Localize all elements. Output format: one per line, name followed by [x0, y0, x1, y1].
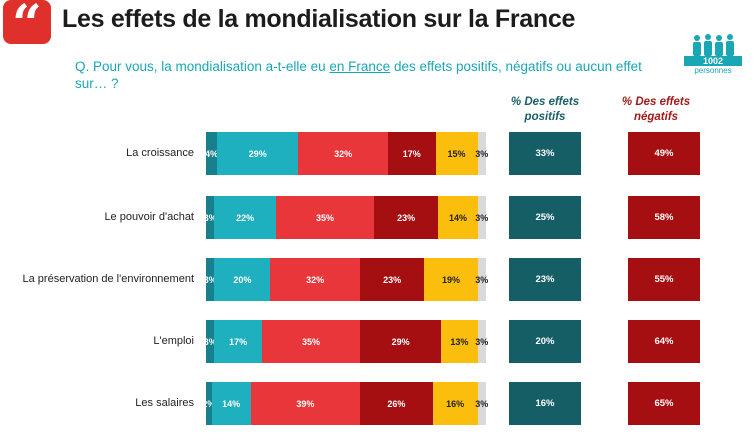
- bar-segment: 26%: [359, 382, 433, 425]
- bar-segment: 35%: [261, 320, 360, 363]
- negative-total: 58%: [628, 196, 700, 239]
- positive-total: 25%: [509, 196, 581, 239]
- negative-total: 65%: [628, 382, 700, 425]
- positive-total: 20%: [509, 320, 581, 363]
- category-label: La croissance: [126, 147, 194, 159]
- category-label: Les salaires: [135, 397, 194, 409]
- bar-segment: 39%: [250, 382, 360, 425]
- bar-segment: 17%: [214, 320, 262, 363]
- bar-segment: 17%: [387, 132, 436, 175]
- bar-segment: 3%: [475, 320, 488, 363]
- category-label: La préservation de l'environnement: [22, 273, 194, 285]
- bar-segment: 4%: [205, 132, 218, 175]
- positive-column-header: % Des effets positifs: [510, 96, 580, 123]
- negative-total: 64%: [628, 320, 700, 363]
- bar-segment: 3%: [204, 258, 217, 301]
- stacked-bar: 3% 22% 35% 23% 14% 3%: [204, 196, 488, 239]
- question-text-end: des effets positifs, négatifs ou aucun e…: [75, 59, 642, 91]
- stacked-bar: 3% 17% 35% 29% 13% 3%: [204, 320, 488, 363]
- bar-segment: 29%: [359, 320, 442, 363]
- bar-segment: 14%: [211, 382, 251, 425]
- bar-segment: 19%: [424, 258, 478, 301]
- category-label: Le pouvoir d'achat: [104, 211, 194, 223]
- sample-size-logo: 1002 personnes: [684, 34, 742, 75]
- positive-total: 33%: [509, 132, 581, 175]
- bar-segment: 20%: [214, 258, 271, 301]
- sample-size-count: 1002: [684, 56, 742, 66]
- survey-question: Q. Pour vous, la mondialisation a-t-elle…: [75, 58, 675, 92]
- category-label: L'emploi: [153, 335, 194, 347]
- stacked-bar: 2% 14% 39% 26% 16% 3%: [202, 382, 488, 425]
- people-icon: [693, 34, 734, 56]
- question-text-start: Q. Pour vous, la mondialisation a-t-elle…: [75, 59, 330, 74]
- bar-segment: 32%: [298, 132, 388, 175]
- bar-segment: 3%: [475, 196, 488, 239]
- stacked-bar: 3% 20% 32% 23% 19% 3%: [204, 258, 488, 301]
- negative-total: 55%: [628, 258, 700, 301]
- bar-segment: 3%: [475, 258, 488, 301]
- positive-total: 16%: [509, 382, 581, 425]
- bar-segment: 13%: [441, 320, 478, 363]
- bar-segment: 23%: [373, 196, 439, 239]
- bar-segment: 3%: [475, 382, 488, 425]
- stacked-bar: 4% 29% 32% 17% 15% 3%: [205, 132, 488, 175]
- bar-segment: 22%: [214, 196, 276, 239]
- bar-segment: 3%: [204, 196, 217, 239]
- bar-segment: 16%: [432, 382, 478, 425]
- page-title: Les effets de la mondialisation sur la F…: [62, 5, 576, 33]
- bar-segment: 3%: [475, 132, 488, 175]
- negative-column-header: % Des effets négatifs: [621, 96, 691, 123]
- bar-segment: 23%: [359, 258, 425, 301]
- negative-total: 49%: [628, 132, 700, 175]
- bar-segment: 3%: [204, 320, 217, 363]
- bar-segment: 35%: [275, 196, 374, 239]
- question-text-underlined: en France: [329, 59, 391, 74]
- quote-icon: “: [12, 0, 42, 55]
- sample-size-unit: personnes: [694, 66, 732, 75]
- bar-segment: 32%: [270, 258, 360, 301]
- bar-segment: 2%: [202, 382, 215, 425]
- bar-segment: 14%: [438, 196, 478, 239]
- bar-segment: 15%: [435, 132, 478, 175]
- quote-badge: “: [3, 0, 51, 55]
- positive-total: 23%: [509, 258, 581, 301]
- bar-segment: 29%: [217, 132, 299, 175]
